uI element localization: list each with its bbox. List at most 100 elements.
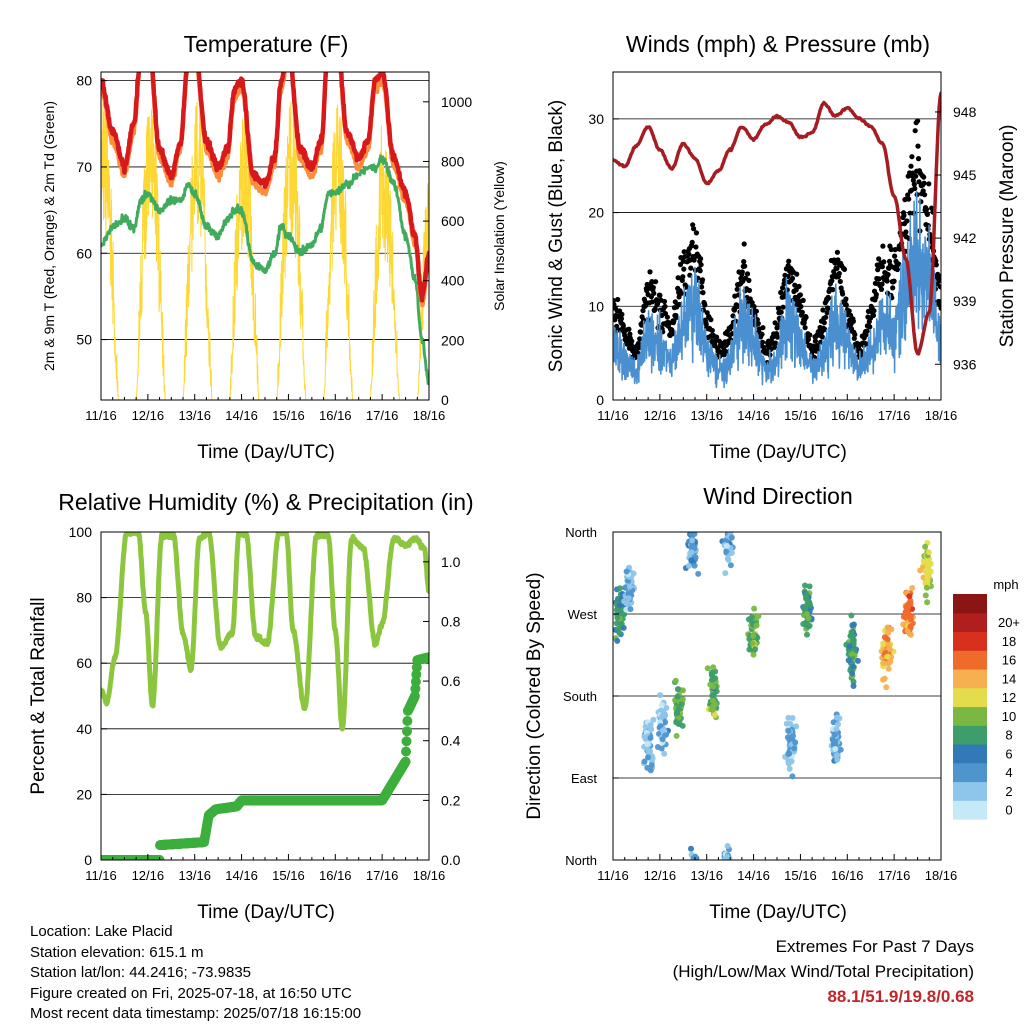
humidity-ytick-label-right: 1.0 <box>441 554 461 570</box>
gust-point <box>918 199 924 205</box>
direction-point <box>625 590 632 597</box>
winds-xtick-label: 11/16 <box>597 408 629 423</box>
colorbar-swatch <box>953 594 987 614</box>
winds-xtick-label: 15/16 <box>784 408 817 423</box>
gust-point <box>693 230 700 236</box>
colorbar-label: 18 <box>1002 634 1016 649</box>
temperature-ytick-label: 70 <box>76 159 92 175</box>
winds-xtick-label: 14/16 <box>737 408 770 423</box>
direction-point <box>624 600 630 607</box>
direction-point <box>785 758 792 765</box>
gust-point <box>879 281 885 287</box>
gust-point <box>681 266 687 272</box>
colorbar-label: 6 <box>1005 746 1012 761</box>
direction-point <box>617 585 623 592</box>
gust-point <box>903 229 909 235</box>
colorbar-label: 20+ <box>998 615 1020 630</box>
gust-point <box>755 320 761 327</box>
winds-xtick-label: 13/16 <box>690 408 723 423</box>
gust-point <box>807 332 813 338</box>
gust-point <box>759 339 766 345</box>
direction-point <box>695 570 702 577</box>
recent-timestamp: Most recent data timestamp: 2025/07/18 1… <box>30 1005 362 1022</box>
direction-point <box>752 646 759 653</box>
gust-point <box>922 192 928 198</box>
direction-point <box>663 704 670 711</box>
direction-point <box>883 684 890 691</box>
direction-point <box>712 701 718 708</box>
gust-point <box>689 239 695 245</box>
direction-point <box>790 733 796 739</box>
gust-point <box>876 276 882 282</box>
direction-xtick-label: 17/16 <box>878 868 911 883</box>
gust-point <box>921 174 927 180</box>
direction-point <box>647 722 654 729</box>
direction-xtick-label: 12/16 <box>644 868 677 883</box>
humidity-xtick-label: 17/16 <box>366 868 399 883</box>
gust-point <box>618 316 625 322</box>
direction-point <box>662 731 669 738</box>
gust-point <box>739 269 745 275</box>
direction-point <box>650 716 657 723</box>
direction-point <box>641 758 648 765</box>
gust-point <box>653 279 659 285</box>
station-location: Location: Lake Placid <box>30 923 173 940</box>
gust-point <box>661 298 668 305</box>
direction-point <box>850 683 857 689</box>
gust-point <box>821 320 827 326</box>
gust-point <box>884 278 890 284</box>
direction-point <box>907 623 914 630</box>
direction-point <box>836 715 843 722</box>
gust-point <box>805 336 812 342</box>
direction-point <box>723 542 730 549</box>
gust-point <box>780 285 786 291</box>
gust-point <box>878 286 885 292</box>
direction-point <box>750 633 757 640</box>
direction-point <box>614 637 621 644</box>
gust-point <box>746 277 752 283</box>
humidity-ytick-label-right: 0.4 <box>441 733 461 749</box>
humidity-ytick-label: 20 <box>76 786 92 802</box>
gust-point <box>843 296 849 302</box>
colorbar-swatch <box>953 762 987 783</box>
gust-point <box>698 262 704 268</box>
direction-point <box>922 592 929 599</box>
gust-point <box>929 205 935 211</box>
direction-point <box>724 555 731 562</box>
direction-point <box>672 677 679 684</box>
temperature-xtick-label: 11/16 <box>85 408 117 423</box>
direction-point <box>924 599 931 606</box>
direction-point <box>648 762 655 769</box>
gust-point <box>778 289 784 296</box>
winds-ytick-label: 0 <box>596 392 604 408</box>
direction-point <box>885 660 892 667</box>
gust-point <box>775 305 782 311</box>
gust-point <box>890 285 896 291</box>
winds-ytick-label-right: 948 <box>953 104 977 120</box>
gust-point <box>796 283 802 289</box>
winds-panel: Winds (mph) & Pressure (mb) 0 10 20 30 936 93… <box>546 31 1018 463</box>
direction-point <box>791 745 798 752</box>
gust-point <box>876 256 882 262</box>
gust-point <box>912 185 918 192</box>
direction-point <box>679 696 686 703</box>
direction-point <box>884 624 891 631</box>
gust-point <box>829 278 835 284</box>
direction-point <box>685 562 692 569</box>
gust-point <box>708 317 714 323</box>
direction-point <box>923 584 930 591</box>
gust-point <box>637 336 643 342</box>
precipitation-point <box>400 756 411 767</box>
direction-point <box>688 549 695 556</box>
colorbar-swatch <box>953 650 987 670</box>
direction-point <box>620 624 627 631</box>
winds-ytick-label: 30 <box>588 111 604 127</box>
gust-point <box>744 271 751 277</box>
direction-point <box>783 720 790 727</box>
temperature-ytick-label: 50 <box>76 332 92 348</box>
direction-point <box>792 739 799 746</box>
gust-point <box>620 323 626 329</box>
extremes-box: Extremes For Past 7 Days (High/Low/Max W… <box>673 934 974 1009</box>
gust-point <box>909 154 915 160</box>
